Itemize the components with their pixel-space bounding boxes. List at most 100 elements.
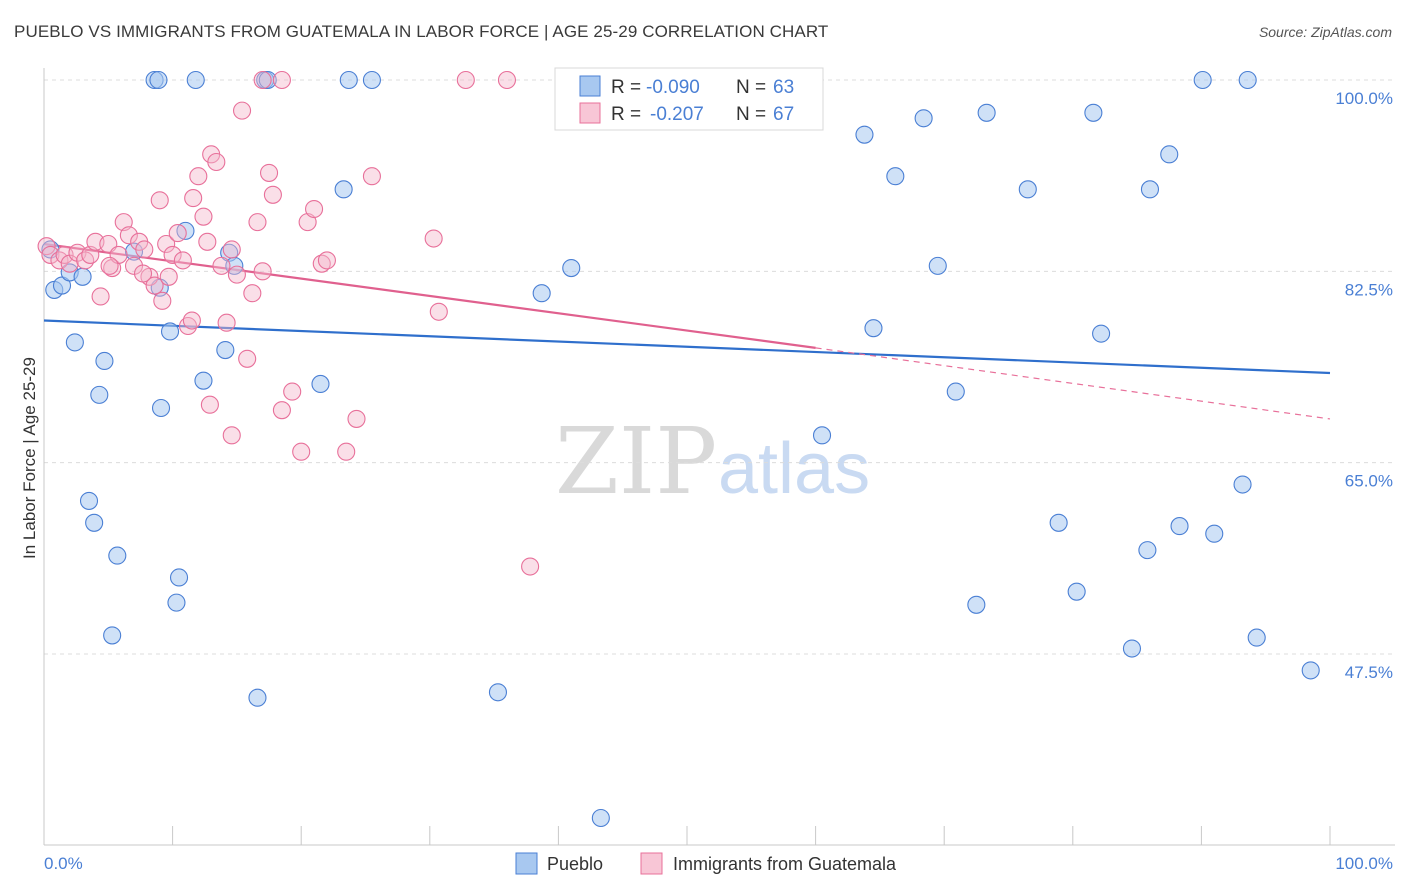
point-pueblo-25 (151, 398, 171, 418)
point-guatemala-60 (521, 557, 540, 576)
point-pueblo-29 (169, 568, 189, 587)
point-pueblo-30 (167, 593, 186, 612)
watermark-atlas: atlas (718, 429, 870, 509)
trend-line-guatemala (43, 242, 816, 349)
data-points (37, 70, 1320, 828)
point-guatemala-6 (76, 251, 95, 270)
point-pueblo-53 (1160, 145, 1179, 164)
legend-swatch-guatemala (579, 102, 601, 124)
point-guatemala-46 (292, 442, 311, 461)
point-guatemala-30 (198, 232, 217, 251)
point-pueblo-60 (1301, 661, 1320, 680)
point-guatemala-58 (424, 229, 443, 248)
point-guatemala-39 (243, 284, 262, 303)
point-guatemala-47 (298, 213, 317, 232)
point-pueblo-11 (103, 626, 122, 645)
point-guatemala-32 (207, 152, 226, 172)
y-tick-labels: 47.5% 65.0% 82.5% 100.0% (1335, 89, 1393, 682)
point-guatemala-17 (135, 240, 154, 259)
trend-line-pueblo (43, 319, 1331, 375)
y-tick-label-3: 100.0% (1335, 89, 1393, 108)
legend-r-value-1: -0.090 (646, 77, 700, 98)
legend-r-value-2: -0.207 (650, 104, 704, 125)
point-pueblo-45 (977, 103, 996, 122)
point-pueblo-8 (79, 491, 99, 510)
point-pueblo-6 (95, 351, 114, 371)
point-guatemala-35 (222, 240, 241, 259)
point-pueblo-33 (562, 259, 581, 278)
point-pueblo-38 (591, 808, 610, 828)
point-guatemala-24 (168, 224, 187, 243)
legend-n-label-2: N = (736, 104, 766, 125)
point-pueblo-24 (160, 322, 180, 341)
point-pueblo-10 (108, 546, 127, 565)
point-pueblo-51 (1140, 180, 1160, 199)
point-guatemala-37 (232, 101, 252, 120)
series-legend-swatch-guatemala (640, 852, 663, 875)
point-pueblo-49 (1084, 103, 1103, 122)
point-pueblo-39 (812, 426, 832, 445)
point-guatemala-55 (272, 70, 291, 90)
point-guatemala-25 (173, 251, 192, 270)
point-guatemala-56 (456, 70, 475, 90)
point-pueblo-59 (1247, 628, 1266, 647)
point-pueblo-16 (258, 70, 277, 90)
series-legend: Pueblo Immigrants from Guatemala (515, 852, 897, 875)
point-guatemala-41 (253, 262, 272, 281)
point-guatemala-51 (337, 442, 356, 461)
trend-lines (43, 242, 1331, 420)
point-pueblo-17 (339, 70, 358, 90)
point-guatemala-29 (194, 207, 213, 226)
point-pueblo-54 (1170, 517, 1189, 536)
chart-title: PUEBLO VS IMMIGRANTS FROM GUATEMALA IN L… (14, 22, 829, 41)
source-label: Source: ZipAtlas.com (1258, 24, 1392, 40)
point-pueblo-55 (1193, 70, 1212, 90)
point-guatemala-52 (347, 409, 366, 428)
point-guatemala-54 (253, 70, 272, 90)
point-pueblo-32 (334, 180, 353, 199)
point-pueblo-9 (85, 513, 104, 532)
point-guatemala-1 (41, 245, 60, 264)
point-pueblo-13 (149, 70, 168, 90)
point-guatemala-62 (133, 264, 153, 283)
point-guatemala-2 (50, 251, 69, 270)
y-tick-label-2: 82.5% (1345, 280, 1393, 299)
point-pueblo-7 (90, 385, 109, 404)
point-guatemala-49 (312, 254, 331, 273)
point-pueblo-41 (886, 167, 905, 186)
x-tick-label-min: 0.0% (44, 854, 83, 873)
point-guatemala-23 (163, 245, 182, 264)
trend-line-guatemala-extension (815, 347, 1331, 420)
y-tick-label-0: 47.5% (1345, 663, 1393, 682)
y-tick-label-1: 65.0% (1345, 472, 1393, 491)
point-pueblo-27 (216, 341, 235, 360)
legend-swatch-pueblo (579, 75, 601, 97)
point-pueblo-26 (194, 371, 213, 390)
axes (43, 68, 1395, 846)
point-pueblo-31 (248, 688, 267, 707)
point-pueblo-63 (967, 595, 986, 614)
point-pueblo-42 (914, 109, 933, 128)
point-guatemala-40 (248, 213, 267, 232)
point-guatemala-66 (184, 189, 203, 208)
series-legend-label-pueblo: Pueblo (547, 854, 603, 874)
point-pueblo-5 (65, 333, 84, 352)
point-guatemala-42 (259, 163, 279, 182)
point-guatemala-38 (238, 349, 257, 368)
point-pueblo-50 (1092, 324, 1111, 343)
point-guatemala-19 (145, 276, 164, 295)
point-pueblo-62 (864, 319, 883, 338)
point-guatemala-64 (200, 395, 219, 414)
point-pueblo-28 (311, 374, 330, 393)
stats-legend: R = -0.090 N = 63 R = -0.207 N = 67 (554, 67, 824, 131)
legend-n-label-1: N = (736, 77, 766, 98)
point-guatemala-34 (217, 313, 236, 332)
point-pueblo-40 (855, 125, 874, 144)
point-pueblo-18 (362, 70, 381, 90)
point-guatemala-65 (222, 426, 241, 445)
point-guatemala-44 (272, 401, 291, 420)
point-pueblo-52 (1138, 541, 1157, 560)
point-pueblo-57 (1205, 524, 1224, 543)
point-pueblo-46 (1018, 180, 1037, 199)
point-pueblo-56 (1238, 70, 1257, 90)
